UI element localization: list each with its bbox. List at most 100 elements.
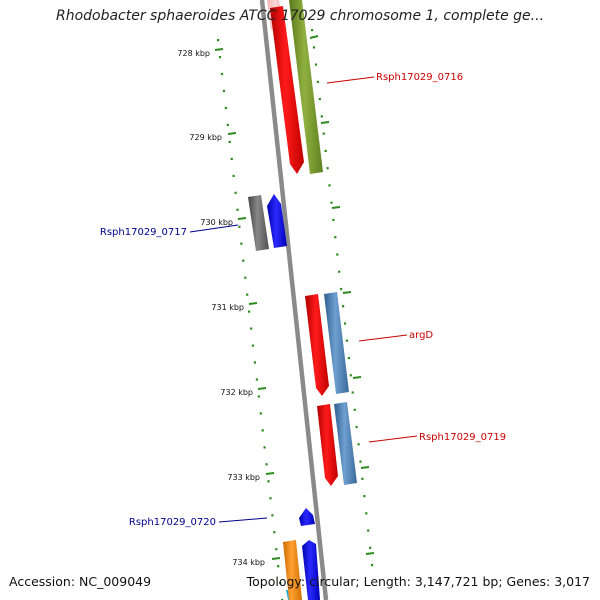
- inner-track-dot: [224, 106, 227, 110]
- inner-track-dot: [238, 225, 241, 228]
- inner-track-dot: [217, 39, 220, 42]
- gene-feature-rsph17029-0717-blue[interactable]: [267, 194, 287, 248]
- gene-label-rsph17029-0717[interactable]: Rsph17029_0717: [100, 227, 187, 238]
- inner-track-dot: [228, 140, 231, 143]
- outer-track-dot: [314, 63, 318, 66]
- inner-track-dot: [242, 259, 245, 262]
- outer-track-dot: [338, 270, 341, 273]
- inner-track-dot: [232, 174, 235, 177]
- tick-label: 728 kbp: [177, 49, 210, 58]
- inner-track-dot: [222, 89, 225, 93]
- outer-tick-mark: [331, 206, 341, 209]
- outer-track-dot: [312, 46, 316, 49]
- gene-feature-argd-red[interactable]: [305, 294, 329, 396]
- outer-track-dot: [311, 29, 314, 32]
- tick-mark: [214, 48, 224, 51]
- outer-track-dot: [369, 546, 372, 549]
- tick-mark: [227, 132, 237, 135]
- gene-label-rsph17029-0716[interactable]: Rsph17029_0716: [376, 72, 463, 83]
- outer-track-dot: [345, 339, 348, 342]
- outer-track-dot: [336, 253, 339, 256]
- tick-mark: [271, 557, 281, 560]
- gene-feature-rsph17029-0719-steel[interactable]: [334, 402, 357, 485]
- outer-track-dot: [334, 236, 337, 239]
- inner-track-dot: [279, 582, 282, 585]
- outer-track-dot: [332, 218, 335, 221]
- outer-track-dot: [365, 512, 368, 515]
- gene-feature-rsph17029-0716-olive[interactable]: [289, 0, 323, 174]
- inner-track-dot: [257, 395, 260, 398]
- inner-track-dot: [265, 463, 268, 466]
- inner-track-dot: [261, 429, 264, 432]
- tick-734: 734 kbp: [232, 557, 281, 567]
- gene-feature-rsph17029-0720-blue[interactable]: [299, 508, 315, 526]
- tick-label: 734 kbp: [232, 558, 265, 567]
- gene-feature-rsph17029-0719-red[interactable]: [317, 404, 338, 486]
- outer-tick-mark: [365, 552, 375, 555]
- tick-728: 728 kbp: [177, 48, 224, 58]
- outer-track-dot: [349, 374, 352, 377]
- outer-track-dot: [361, 477, 364, 480]
- inner-track-dot: [267, 480, 270, 483]
- tick-729: 729 kbp: [189, 132, 237, 142]
- tick-730: 730 kbp: [200, 217, 247, 227]
- inner-track-dot: [246, 293, 249, 296]
- tick-label: 730 kbp: [200, 218, 233, 227]
- map-title: Rhodobacter sphaeroides ATCC 17029 chrom…: [55, 8, 545, 24]
- outer-track-dot: [318, 98, 321, 101]
- outer-tick-mark: [360, 466, 370, 469]
- gene-feature-rsph17029-0716-red[interactable]: [270, 6, 304, 174]
- tick-label: 729 kbp: [189, 133, 222, 142]
- outer-track-dot: [342, 305, 345, 308]
- outer-track-dot: [343, 322, 347, 325]
- tick-label: 732 kbp: [220, 388, 253, 397]
- gene-feature-argd-steel[interactable]: [324, 292, 349, 394]
- tick-731: 731 kbp: [211, 302, 258, 312]
- outer-track-dot: [326, 167, 329, 170]
- inner-track-dot: [226, 123, 229, 126]
- outer-track-dot: [367, 529, 370, 532]
- inner-track-dot: [248, 310, 251, 313]
- accession-text: Accession: NC_009049: [9, 574, 152, 589]
- outer-track-dot: [353, 408, 356, 411]
- tick-label: 731 kbp: [211, 303, 244, 312]
- inner-track-dot: [236, 208, 239, 211]
- outer-track-dot: [357, 443, 360, 446]
- outer-tick-mark: [320, 121, 330, 124]
- outer-track-dot: [328, 184, 331, 187]
- outer-track-dot: [320, 115, 323, 118]
- gene-feature-orange[interactable]: [283, 540, 302, 600]
- outer-tick-mark: [352, 376, 362, 379]
- inner-track-dot: [244, 276, 247, 279]
- inner-track-dot: [251, 344, 255, 347]
- tick-mark: [257, 387, 267, 390]
- callout-line-rsph17029-0717: [189, 224, 239, 233]
- tick-mark: [265, 472, 275, 475]
- outer-track-dot: [347, 356, 350, 360]
- tick-733: 733 kbp: [227, 472, 275, 482]
- gene-feature-blue-lower[interactable]: [302, 540, 320, 600]
- gene-label-rsph17029-0719[interactable]: Rsph17029_0719: [419, 432, 506, 443]
- outer-track-dot: [355, 425, 358, 429]
- inner-track-dot: [277, 565, 280, 568]
- callout-line-rsph17029-0720: [218, 517, 268, 523]
- outer-track-dot: [316, 80, 319, 83]
- tick-732: 732 kbp: [220, 387, 267, 397]
- outer-track-dot: [363, 495, 366, 498]
- inner-track-dot: [230, 157, 233, 160]
- outer-track-dot: [371, 564, 374, 567]
- tick-mark: [237, 217, 247, 220]
- inner-track-dot: [259, 412, 262, 415]
- inner-track-dot: [218, 56, 222, 59]
- inner-track-dot: [275, 548, 278, 551]
- gene-label-rsph17029-0720[interactable]: Rsph17029_0720: [129, 517, 216, 528]
- gene-feature-rsph17029-0717-gray[interactable]: [248, 195, 269, 251]
- callout-line-rsph17029-0716: [326, 76, 375, 84]
- inner-track-dot: [240, 242, 243, 245]
- outer-track-dot: [324, 149, 327, 152]
- inner-track-dot: [220, 72, 224, 76]
- inner-track-dot: [271, 514, 274, 517]
- gene-label-argd[interactable]: argD: [409, 330, 433, 341]
- callout-line-rsph17029-0719: [368, 435, 418, 443]
